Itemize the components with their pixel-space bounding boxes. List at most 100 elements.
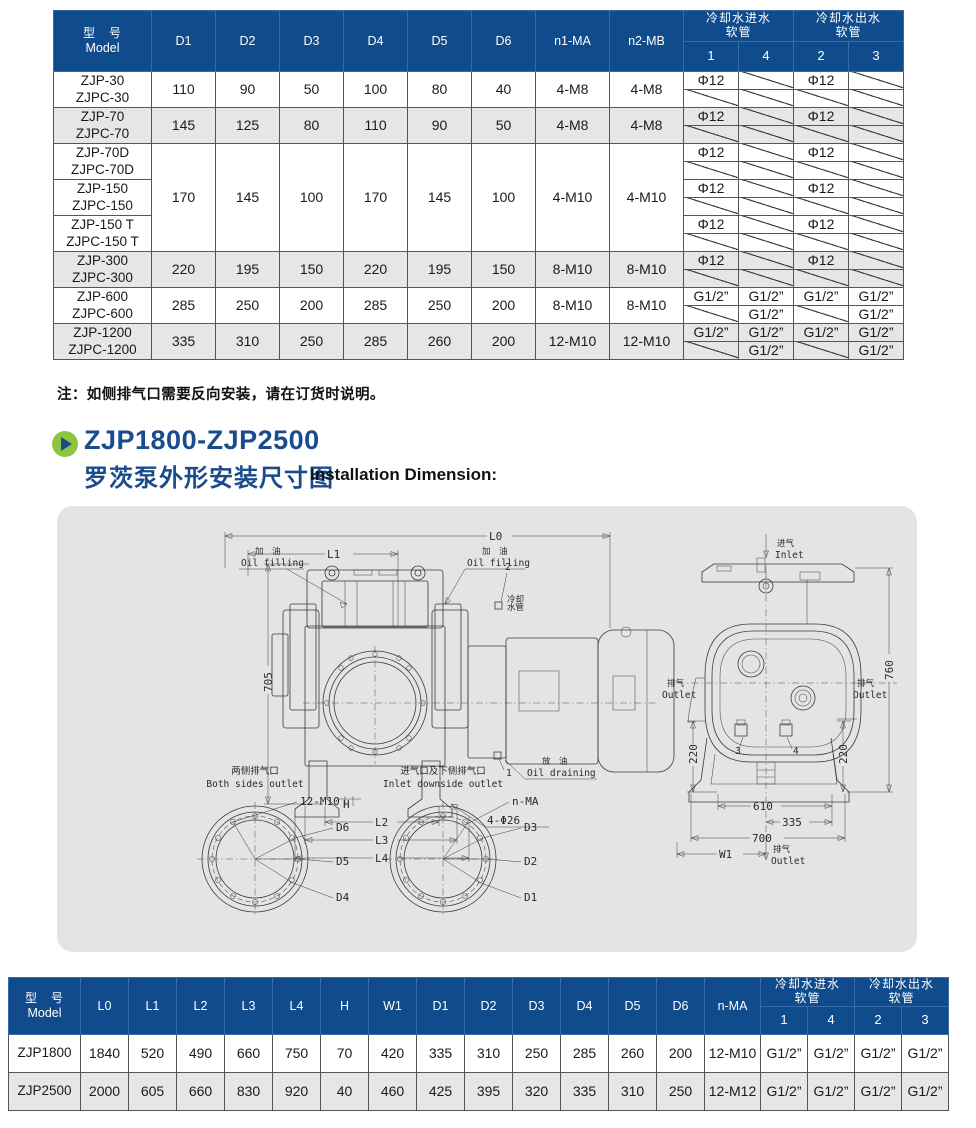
cell-water-top-0: G1/2” (683, 323, 739, 342)
cell-water-top-2: Φ12 (793, 251, 849, 270)
bt-th-outlet-l2: 软管 (888, 990, 915, 1005)
cell-water-bot-1: G1/2” (738, 305, 794, 324)
th-inlet-group: 冷却水进水 软管 (683, 10, 794, 42)
th-outlet-group: 冷却水出水 软管 (793, 10, 904, 42)
cell-water-bot-3 (848, 125, 904, 144)
cell-n2: 4-M8 (609, 71, 684, 108)
installation-drawing-svg: L0 L1 705 (197, 530, 897, 916)
cell-d5: 195 (407, 251, 472, 288)
cell-d4: 100 (343, 71, 408, 108)
cell-d5: 310 (608, 1071, 657, 1111)
installation-drawing-panel: L0 L1 705 (57, 506, 917, 952)
bt-th-h: H (320, 977, 369, 1035)
cell-water-bot-3 (848, 269, 904, 288)
cell-n1: 12-M10 (535, 323, 610, 360)
label-inlet-en: Inlet (775, 550, 804, 561)
cell-d5: 80 (407, 71, 472, 108)
dim-L0: L0 (489, 530, 502, 543)
th-sub-3: 3 (848, 41, 904, 72)
cell-d3: 100 (279, 143, 344, 252)
cell-n1: 4-M8 (535, 71, 610, 108)
cell-h: 40 (320, 1071, 369, 1111)
cell-n1: 8-M10 (535, 251, 610, 288)
cell-d1: 285 (151, 287, 216, 324)
cell-water-top-1 (738, 179, 794, 198)
dim-L4: L4 (375, 852, 389, 865)
flange-left-lbl-d5: D5 (336, 855, 349, 868)
cell-water-top-1 (738, 143, 794, 162)
cell-d5: 250 (407, 287, 472, 324)
flange-right-title-en: Inlet downside outlet (383, 779, 503, 790)
bt-th-sub-4: 4 (807, 1005, 855, 1035)
th-d5: D5 (407, 10, 472, 72)
th-sub-1: 1 (683, 41, 739, 72)
cell-water-bot-1 (738, 233, 794, 252)
label-outlet-en-right: Outlet (853, 690, 887, 701)
cell-d1: 170 (151, 143, 216, 252)
cell-water-top-3: G1/2” (848, 323, 904, 342)
bt-th-inlet-group: 冷却水进水 软管 (760, 977, 855, 1007)
th-d6: D6 (471, 10, 536, 72)
cell-water-top-0: Φ12 (683, 251, 739, 270)
section-title-cn: 罗茨泵外形安装尺寸图 (84, 464, 334, 492)
table-row-sub: G1/2” G1/2” (54, 305, 904, 324)
cell-d4: 170 (343, 143, 408, 252)
cell-water-bot-0 (683, 341, 739, 360)
dim-700: 700 (752, 832, 772, 845)
bt-th-model: 型 号 Model (8, 977, 81, 1035)
th-d3: D3 (279, 10, 344, 72)
bt-th-d4: D4 (560, 977, 609, 1035)
cell-water-bot-1: G1/2” (738, 341, 794, 360)
flange-left-title-cn: 两侧排气口 (231, 765, 279, 777)
th-model: 型 号 Model (53, 10, 152, 72)
section-title-sub-en: Installation Dimension: (310, 465, 498, 484)
flange-left-group: 两侧排气口 Both sides outlet 12-M10 D6 D5 D4 (197, 765, 350, 916)
cell-n1: 8-M10 (535, 287, 610, 324)
label-oil-draining-cn: 放 油 (542, 756, 568, 767)
cell-water-bot-3: G1/2” (848, 305, 904, 324)
cell-l4: 920 (272, 1071, 321, 1111)
cell-l1: 605 (128, 1071, 177, 1111)
th-d1: D1 (151, 10, 216, 72)
cell-d3: 250 (512, 1033, 561, 1073)
dim-220-left: 220 (687, 744, 700, 764)
marker-1: 1 (506, 768, 512, 779)
bt-th-l1: L1 (128, 977, 177, 1035)
th-n1ma: n1-MA (535, 10, 610, 72)
dim-W1: W1 (719, 848, 732, 861)
cell-water-bot-1 (738, 161, 794, 180)
cell-d6: 40 (471, 71, 536, 108)
cell-n2: 8-M10 (609, 287, 684, 324)
cell-d2: 90 (215, 71, 280, 108)
flange-right-lbl-d2: D2 (524, 855, 537, 868)
cell-water-2: G1/2” (854, 1033, 902, 1073)
cell-water-bot-2 (793, 197, 849, 216)
dim-335: 335 (782, 816, 802, 829)
front-view-group: L0 L1 705 (224, 530, 675, 865)
cell-water-bot-2 (793, 89, 849, 108)
cell-model: ZJP1800 (8, 1033, 81, 1073)
cell-d5: 145 (407, 143, 472, 252)
cell-d4: 335 (560, 1071, 609, 1111)
dim-705: 705 (262, 672, 275, 692)
cell-water-bot-3: G1/2” (848, 341, 904, 360)
table-row-sub (54, 269, 904, 288)
bt-th-d2: D2 (464, 977, 513, 1035)
cell-water-bot-2 (793, 161, 849, 180)
th-d2: D2 (215, 10, 280, 72)
cell-l2: 660 (176, 1071, 225, 1111)
cell-water-top-3: G1/2” (848, 287, 904, 306)
bt-th-sub-2: 2 (854, 1005, 902, 1035)
th-sub-4: 4 (738, 41, 794, 72)
table-row: ZJP-600 ZJPC-600 285 250 200 285 250 200 8-M10 8-… (53, 287, 904, 324)
flange-right-group: 进气口及下侧排气口 Inlet downside outlet n-MA D3 … (383, 765, 539, 916)
label-cooling-cn-2: 冷却 (507, 594, 524, 605)
cell-water-top-0: Φ12 (683, 71, 739, 90)
cell-water-bot-0 (683, 269, 739, 288)
section-title-model-range: ZJP1800-ZJP2500 (84, 425, 320, 455)
cell-d5: 260 (608, 1033, 657, 1073)
cell-l1: 520 (128, 1033, 177, 1073)
cell-d2: 195 (215, 251, 280, 288)
cell-d1: 425 (416, 1071, 465, 1111)
table-row: ZJP-70 ZJPC-70 145 125 80 110 90 50 4-M8 4-M8 Φ12 Φ… (53, 107, 904, 144)
